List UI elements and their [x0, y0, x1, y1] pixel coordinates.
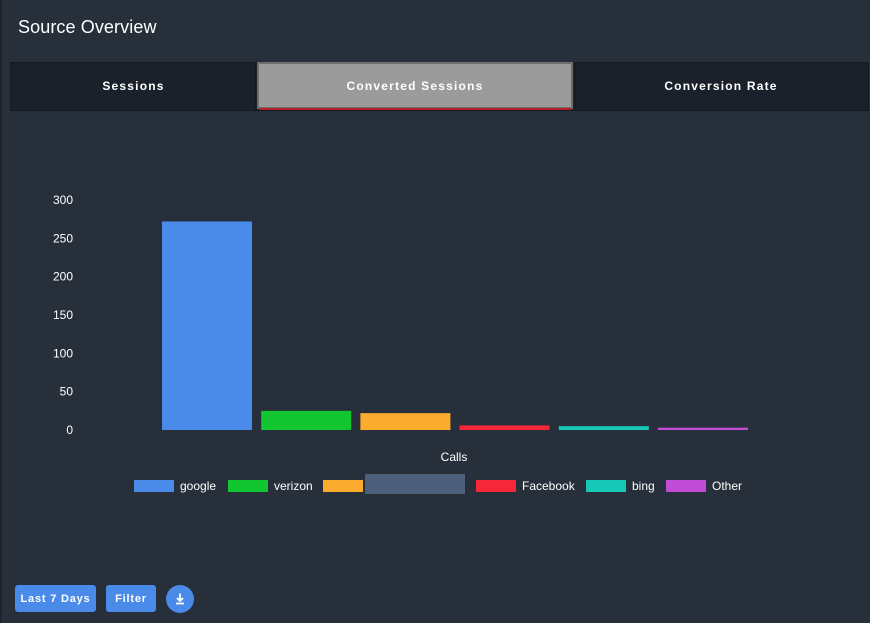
- bar-chart: 0 50 100 150 200 250 300 Calls google verizon Face…: [28, 180, 848, 510]
- tab-sessions[interactable]: Sessions: [12, 63, 256, 108]
- bar-verizon: [261, 410, 352, 430]
- tab-conversion-rate[interactable]: Conversion Rate: [575, 63, 866, 108]
- page-title: Source Overview: [18, 17, 157, 37]
- y-tick-label: 250: [53, 231, 73, 245]
- legend-label: Facebook: [522, 479, 576, 493]
- x-axis-label: Calls: [441, 450, 468, 464]
- legend-label: google: [180, 479, 216, 493]
- filter-button[interactable]: Filter: [106, 585, 156, 612]
- legend-swatch: [476, 480, 516, 492]
- legend-swatch: [134, 480, 174, 492]
- y-tick-label: 150: [53, 308, 73, 322]
- y-tick-label: 0: [66, 423, 73, 437]
- legend-swatch: [666, 480, 706, 492]
- panel-edge: [0, 0, 2, 623]
- date-range-button[interactable]: Last 7 Days: [15, 585, 96, 612]
- download-icon: [176, 593, 184, 605]
- legend-swatch: [323, 480, 363, 492]
- y-tick-label: 100: [53, 346, 73, 360]
- y-tick-label: 200: [53, 270, 73, 284]
- metric-tabs: Sessions Converted Sessions Conversion R…: [10, 62, 869, 111]
- redacted-legend-label: [365, 474, 465, 494]
- bar-series-2: [360, 413, 451, 430]
- y-tick-label: 50: [60, 385, 74, 399]
- bar-chart-svg: 0 50 100 150 200 250 300 Calls google verizon Face…: [53, 193, 748, 493]
- legend-label: bing: [632, 479, 655, 493]
- legend-label: verizon: [274, 479, 313, 493]
- bar-facebook: [459, 425, 550, 430]
- tab-converted-sessions[interactable]: Converted Sessions: [257, 62, 573, 110]
- bar-google: [162, 221, 252, 430]
- legend-swatch: [586, 480, 626, 492]
- bar-bing: [558, 426, 649, 430]
- legend-label: Other: [712, 479, 742, 493]
- y-tick-label: 300: [53, 193, 73, 207]
- download-button[interactable]: [166, 585, 194, 613]
- bar-other: [658, 427, 748, 430]
- legend-swatch: [228, 480, 268, 492]
